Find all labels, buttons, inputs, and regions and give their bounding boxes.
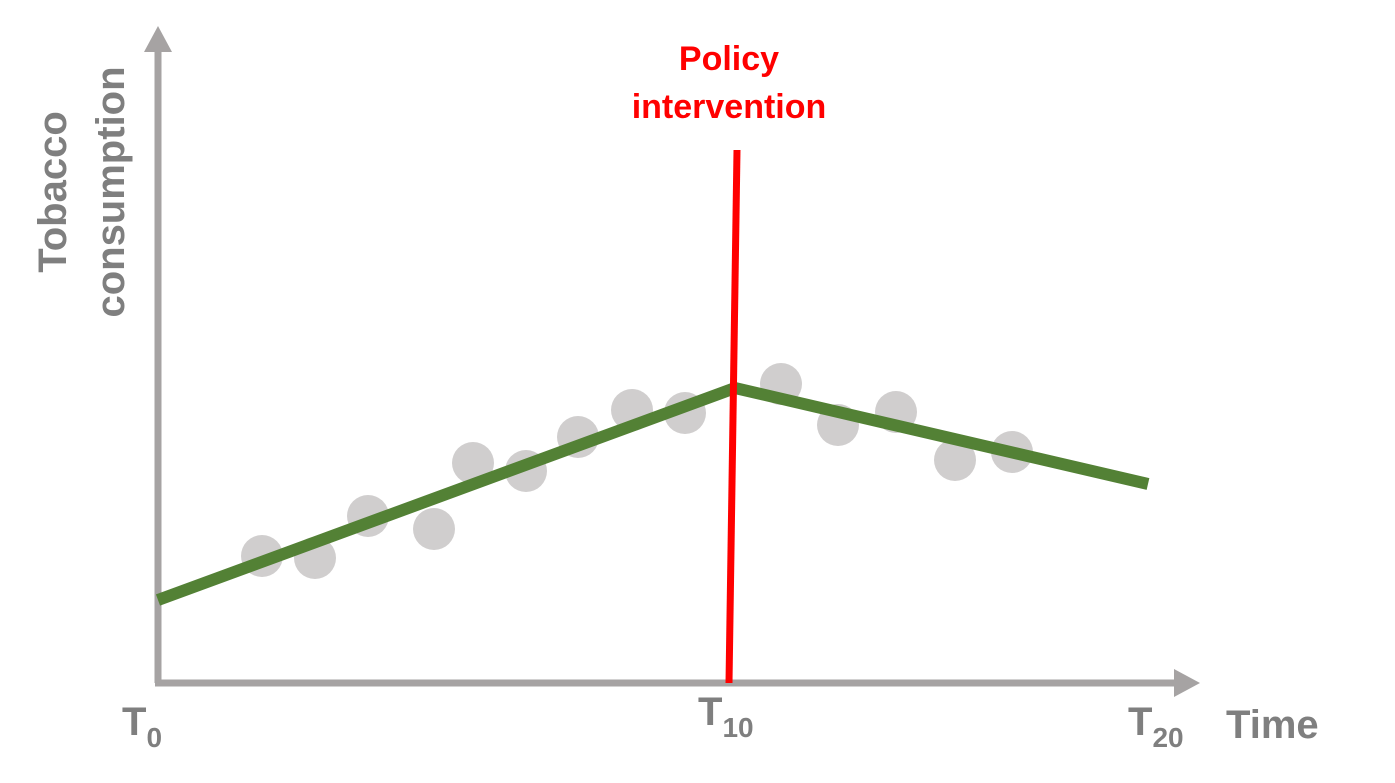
tick-label: T10 [698, 690, 754, 743]
observation [934, 439, 976, 481]
y-axis-label: Tobacco [31, 111, 75, 273]
tick-label: T20 [1128, 700, 1184, 753]
tick-letter: T [122, 700, 146, 744]
x-axis-label: Time [1226, 703, 1319, 747]
y-axis-arrow [144, 26, 172, 52]
tick-subscript: 0 [146, 722, 162, 753]
y-axis-label: consumption [89, 66, 133, 317]
tick-label: T0 [122, 700, 162, 753]
observation [452, 442, 494, 484]
tick-subscript: 10 [722, 712, 753, 743]
observation [413, 508, 455, 550]
intervention-line [725, 149, 741, 684]
tick-subscript: 20 [1152, 722, 1183, 753]
tick-letter: T [1128, 700, 1152, 744]
observations [241, 363, 1033, 579]
annotation: Policy [679, 40, 779, 78]
tick-letter: T [698, 690, 722, 734]
x-axis-arrow [1174, 669, 1200, 697]
annotation: intervention [632, 88, 827, 126]
